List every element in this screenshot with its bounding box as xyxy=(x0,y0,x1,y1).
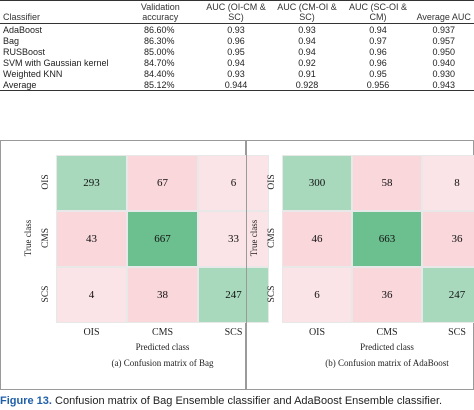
column-label: CMS xyxy=(376,327,398,338)
table-cell: 0.93 xyxy=(227,68,245,79)
row-classifier-name: Average xyxy=(3,79,37,90)
table-row: SVM with Gaussian kernel 84.70% 0.94 0.92 0.… xyxy=(0,57,474,68)
table-row: Average 85.12% 0.944 0.928 0.956 0.943 xyxy=(0,79,474,91)
matrix-cell: 36 xyxy=(422,211,474,267)
col-header-average-auc: Average AUC xyxy=(416,12,471,22)
table-cell: 0.956 xyxy=(366,79,390,90)
table-cell: 0.94 xyxy=(298,35,316,46)
matrix-cell: 667 xyxy=(127,211,198,267)
row-label: OIS xyxy=(267,174,277,190)
row-label: SCS xyxy=(267,285,277,303)
table-cell: 0.928 xyxy=(295,79,319,90)
table-cell: 86.30% xyxy=(144,35,175,46)
column-label: OIS xyxy=(83,327,100,338)
table-cell: 0.94 xyxy=(369,24,387,35)
row-classifier-name: RUSBoost xyxy=(3,46,46,57)
table-cell: 0.95 xyxy=(369,68,387,79)
table-cell: 0.937 xyxy=(432,24,456,35)
table-cell: 0.943 xyxy=(432,79,456,90)
table-cell: 0.93 xyxy=(227,24,245,35)
table-cell: 0.95 xyxy=(227,46,245,57)
confusion-matrix-figure: 293 67 6 43 667 33 4 38 247 OIS CMS SCS OIS CMS SCS Tru… xyxy=(0,140,474,410)
table-cell: 84.40% xyxy=(144,68,175,79)
row-classifier-name: Weighted KNN xyxy=(3,68,63,79)
col-header-validation-accuracy: Validation accuracy xyxy=(140,2,180,22)
col-header-auc-oi: AUC (OI-CM & SC) xyxy=(206,2,266,22)
table-cell: 0.940 xyxy=(432,57,456,68)
matrix-cell: 247 xyxy=(198,267,269,323)
matrix-cell: 46 xyxy=(282,211,352,267)
row-label: CMS xyxy=(267,227,277,249)
subfigure-title: (b) Confusion matrix of AdaBoost xyxy=(325,358,449,368)
figure-label: Figure 13. xyxy=(0,395,52,407)
table-row: AdaBoost 86.60% 0.93 0.93 0.94 0.937 xyxy=(0,24,474,36)
column-label: CMS xyxy=(151,327,174,338)
table-cell: 0.96 xyxy=(227,35,245,46)
row-classifier-name: AdaBoost xyxy=(3,24,43,35)
table-header-row: Classifier Validation accuracy AUC (OI-C… xyxy=(0,0,474,24)
table-cell: 86.60% xyxy=(144,24,175,35)
matrix-cell: 247 xyxy=(422,267,474,323)
matrix-cell: 33 xyxy=(198,211,269,267)
y-axis-label: True class xyxy=(249,219,259,257)
table-cell: 0.94 xyxy=(227,57,245,68)
subfigure-title: (a) Confusion matrix of Bag xyxy=(111,358,214,368)
row-classifier-name: Bag xyxy=(3,35,20,46)
table-cell: 84.70% xyxy=(144,57,175,68)
matrix-cell: 58 xyxy=(352,155,422,211)
confusion-matrix-adaboost: 300 58 8 46 663 36 6 36 247 OIS CMS SCS OIS CMS SCS Tru… xyxy=(246,140,474,390)
matrix-cell: 36 xyxy=(352,267,422,323)
y-axis-label: True class xyxy=(23,219,33,257)
x-axis-label: Predicted class xyxy=(135,342,190,352)
row-label: OIS xyxy=(41,174,51,190)
column-label: SCS xyxy=(448,327,466,338)
table-row: RUSBoost 85.00% 0.95 0.94 0.96 0.950 xyxy=(0,46,474,57)
matrix-cell: 43 xyxy=(56,211,127,267)
matrix-cell: 38 xyxy=(127,267,198,323)
column-label: SCS xyxy=(224,327,243,338)
table-cell: 0.94 xyxy=(298,46,316,57)
table-cell: 0.944 xyxy=(224,79,248,90)
table-row: Weighted KNN 84.40% 0.93 0.91 0.95 0.930 xyxy=(0,68,474,79)
matrix-cell: 300 xyxy=(282,155,352,211)
row-label: CMS xyxy=(41,227,51,249)
table-cell: 0.96 xyxy=(369,46,387,57)
row-label: SCS xyxy=(41,285,51,303)
results-table: Classifier Validation accuracy AUC (OI-C… xyxy=(0,0,474,91)
table-cell: 0.92 xyxy=(298,57,316,68)
table-cell: 0.93 xyxy=(298,24,316,35)
caption-text: Confusion matrix of Bag Ensemble classif… xyxy=(51,395,443,407)
table-row: Bag 86.30% 0.96 0.94 0.97 0.957 xyxy=(0,35,474,46)
table-cell: 85.00% xyxy=(144,46,175,57)
figure-caption: Figure 13. Confusion matrix of Bag Ensem… xyxy=(0,394,474,408)
matrix-cell: 293 xyxy=(56,155,127,211)
table-cell: 0.957 xyxy=(432,35,456,46)
col-header-auc-sc: AUC (SC-OI & CM) xyxy=(349,2,408,22)
table-cell: 85.12% xyxy=(144,79,175,90)
matrix-cell: 67 xyxy=(127,155,198,211)
col-header-auc-cm: AUC (CM-OI & SC) xyxy=(277,2,337,22)
confusion-matrix-bag: 293 67 6 43 667 33 4 38 247 OIS CMS SCS OIS CMS SCS Tru… xyxy=(0,140,269,390)
table-cell: 0.930 xyxy=(432,68,456,79)
matrix-cell: 663 xyxy=(352,211,422,267)
matrix-cell: 4 xyxy=(56,267,127,323)
table-cell: 0.97 xyxy=(369,35,387,46)
x-axis-label: Predicted class xyxy=(360,342,414,352)
table-cell: 0.96 xyxy=(369,57,387,68)
col-header-classifier: Classifier xyxy=(3,12,41,22)
matrix-cell: 8 xyxy=(422,155,474,211)
table-cell: 0.950 xyxy=(432,46,456,57)
matrix-cell: 6 xyxy=(198,155,269,211)
matrix-cell: 6 xyxy=(282,267,352,323)
column-label: OIS xyxy=(308,327,326,338)
table-cell: 0.91 xyxy=(298,68,316,79)
row-classifier-name: SVM with Gaussian kernel xyxy=(3,57,109,68)
